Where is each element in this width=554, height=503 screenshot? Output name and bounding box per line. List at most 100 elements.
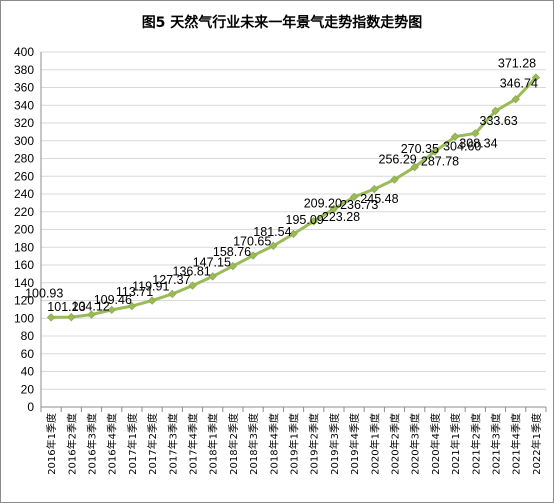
data-point-marker [46, 313, 56, 322]
y-tick-label: 260 [14, 169, 34, 183]
y-tick-label: 80 [21, 329, 35, 343]
data-label: 287.78 [421, 155, 459, 169]
series [46, 73, 541, 322]
x-tick-label: 2016年2季度 [65, 413, 78, 475]
x-tick-label: 2020年4季度 [429, 413, 442, 475]
data-point-marker [511, 95, 520, 104]
data-point-marker [127, 301, 137, 311]
data-point-marker [491, 106, 500, 116]
y-tick-label: 20 [21, 382, 35, 396]
data-label: 236.73 [340, 198, 378, 212]
y-axis-ticks: 0 20 40 60 80 100 120 140 160 180 200 220 240 260 280 3… [14, 45, 34, 414]
x-tick-label: 2021年1季度 [449, 413, 462, 475]
data-point-marker [410, 162, 419, 172]
x-tick-label: 2017年2季度 [146, 413, 159, 475]
x-tick-label: 2018年3季度 [247, 413, 260, 475]
axes [40, 52, 547, 412]
x-tick-label: 2018年2季度 [227, 413, 240, 475]
y-tick-label: 240 [14, 187, 34, 201]
x-axis-ticks: 2016年1季度 2016年2季度 2016年3季度 2016年4季度 2017年1季度… [45, 413, 543, 475]
y-tick-label: 140 [14, 276, 34, 290]
data-label: 104.12 [72, 300, 110, 314]
data-point-marker [309, 217, 318, 226]
data-point-marker [248, 251, 258, 260]
data-point-marker [228, 261, 238, 271]
y-tick-label: 100 [14, 311, 34, 325]
data-label: 346.74 [500, 76, 538, 90]
data-label: 100.93 [25, 286, 63, 300]
data-point-marker [67, 312, 76, 322]
x-tick-label: 2016年3季度 [86, 413, 99, 475]
data-point-marker [188, 281, 197, 290]
x-tick-label: 2019年4季度 [348, 413, 361, 475]
x-tick-label: 2021年4季度 [510, 413, 523, 475]
y-tick-label: 320 [14, 116, 34, 130]
x-tick-label: 2019年3季度 [328, 413, 341, 475]
x-tick-label: 2022年1季度 [530, 413, 543, 475]
x-tick-label: 2016年1季度 [45, 413, 58, 475]
x-tick-label: 2021年2季度 [469, 413, 482, 475]
data-point-marker [107, 305, 116, 315]
data-label: 245.48 [360, 192, 398, 206]
y-tick-label: 360 [14, 81, 34, 95]
data-label: 195.09 [286, 213, 324, 227]
data-label: 333.63 [480, 114, 518, 128]
gridlines [41, 51, 546, 408]
y-tick-label: 300 [14, 134, 34, 148]
data-label: 308.34 [459, 136, 497, 150]
data-point-marker [289, 229, 298, 239]
y-tick-label: 200 [14, 223, 34, 237]
data-point-marker [471, 129, 480, 138]
x-tick-label: 2018年1季度 [207, 413, 220, 475]
data-label: 304.60 [443, 140, 481, 154]
data-label: 136.81 [173, 265, 211, 279]
data-point-marker [87, 310, 96, 319]
y-tick-label: 340 [14, 98, 34, 112]
data-label: 119.91 [132, 280, 169, 294]
data-point-marker [147, 296, 157, 305]
data-label: 223.28 [322, 210, 360, 224]
y-tick-label: 400 [14, 45, 34, 59]
data-label: 113.71 [116, 285, 153, 299]
data-label: 181.54 [253, 225, 291, 239]
data-label: 256.29 [379, 153, 417, 167]
data-point-marker [269, 241, 278, 251]
data-point-marker [450, 132, 460, 141]
x-tick-label: 2019年1季度 [288, 413, 301, 475]
data-point-marker [329, 204, 339, 214]
y-tick-label: 280 [14, 152, 34, 166]
data-point-marker [349, 192, 359, 202]
y-tick-label: 0 [27, 400, 34, 414]
x-tick-label: 2020年3季度 [409, 413, 422, 475]
data-label: 109.46 [94, 293, 132, 307]
data-label: 270.35 [401, 142, 439, 156]
data-point-marker [208, 272, 217, 281]
x-tick-label: 2017年1季度 [126, 413, 139, 475]
data-point-marker [168, 289, 177, 299]
y-tick-label: 180 [14, 240, 34, 254]
data-label: 209.20 [304, 196, 342, 210]
x-tick-label: 2017年4季度 [187, 413, 200, 475]
data-label: 147.15 [193, 255, 231, 269]
data-labels: 100.93101.23104.12109.46113.71119.91127.… [25, 56, 538, 314]
x-tick-label: 2018年4季度 [267, 413, 280, 475]
x-tick-label: 2016年4季度 [106, 413, 119, 475]
x-tick-label: 2020年2季度 [389, 413, 402, 475]
y-tick-label: 40 [21, 365, 35, 379]
data-point-marker [531, 73, 541, 82]
y-tick-label: 380 [14, 63, 34, 77]
data-label: 158.76 [213, 245, 251, 259]
y-tick-label: 120 [14, 294, 34, 308]
y-tick-label: 60 [21, 347, 35, 361]
y-tick-label: 220 [14, 205, 34, 219]
series-line [51, 76, 537, 319]
data-label: 101.23 [47, 300, 85, 314]
x-tick-label: 2017年3季度 [166, 413, 179, 475]
data-point-marker [370, 184, 379, 194]
x-tick-label: 2019年2季度 [308, 413, 321, 475]
y-tick-label: 160 [14, 258, 34, 272]
chart-title: 图5 天然气行业未来一年景气走势指数走势图 [142, 14, 423, 31]
x-tick-label: 2021年3季度 [490, 413, 503, 475]
